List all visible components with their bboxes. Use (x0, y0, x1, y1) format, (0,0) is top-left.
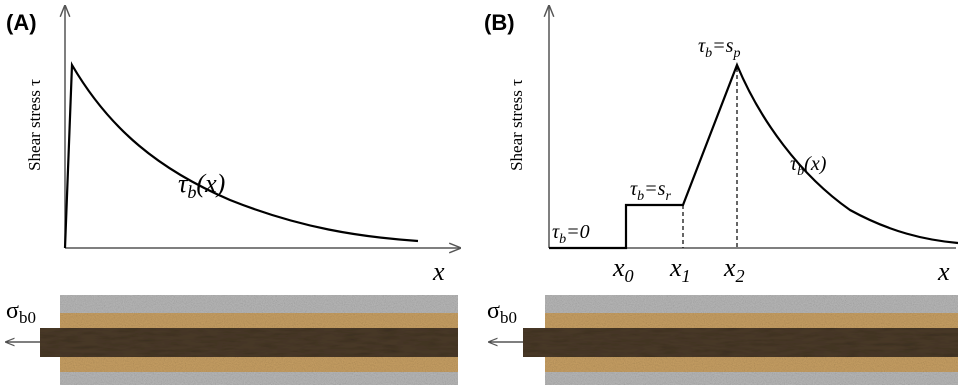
x-axis-label: x (432, 257, 445, 286)
panel-label: (B) (484, 10, 515, 35)
y-axis-label: Shear stress τ (507, 79, 526, 171)
zone-label: τb=0 (552, 221, 590, 247)
panel-b: (B) Shear stress τ τb=0 τb=sr τb=sp τb(x… (484, 6, 958, 385)
load-label: σb0 (6, 298, 36, 327)
load-label: σb0 (487, 298, 517, 327)
curve-label: τb(x) (790, 153, 827, 179)
bar (523, 328, 958, 357)
position-label: x2 (723, 253, 745, 286)
zone-label: τb=sr (630, 178, 671, 204)
panel-a: (A) Shear stress τ τb(x) x σb0 (6, 6, 460, 385)
position-label: x1 (669, 253, 691, 286)
bar (40, 328, 458, 357)
x-axis-label: x (937, 257, 950, 286)
stress-curve (549, 62, 958, 250)
zone-label: τb=sp (698, 35, 740, 61)
curve-label: τb(x) (178, 169, 225, 202)
position-label: x0 (612, 253, 634, 286)
stress-curve (63, 61, 419, 249)
y-axis-label: Shear stress τ (25, 79, 44, 171)
panel-label: (A) (6, 10, 37, 35)
